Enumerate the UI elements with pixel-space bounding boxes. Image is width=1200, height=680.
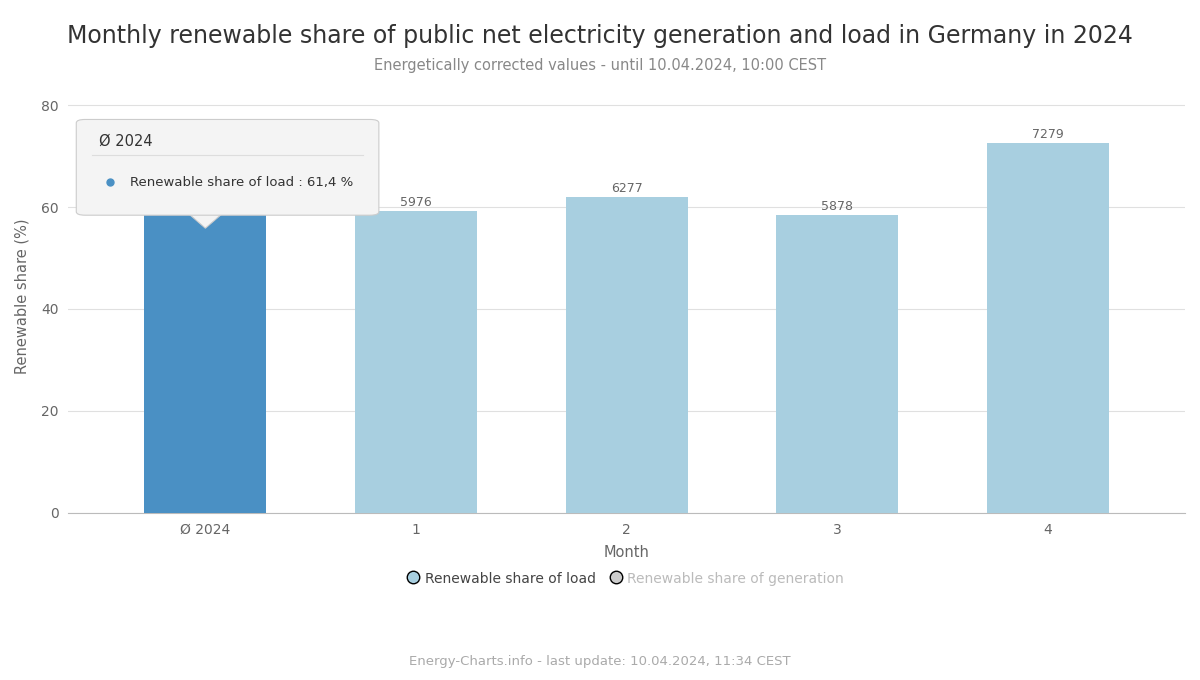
FancyBboxPatch shape	[91, 205, 365, 213]
Bar	[144, 200, 266, 513]
Text: 5878: 5878	[821, 200, 853, 213]
Text: 7279: 7279	[1032, 129, 1064, 141]
FancyBboxPatch shape	[77, 120, 379, 215]
Legend: Renewable share of load, Renewable share of generation: Renewable share of load, Renewable share…	[402, 564, 851, 592]
Text: Ø 2024: Ø 2024	[98, 134, 152, 149]
Text: 6277: 6277	[611, 182, 643, 194]
Bar	[355, 211, 478, 513]
Text: 5976: 5976	[400, 196, 432, 209]
Text: Monthly renewable share of public net electricity generation and load in Germany: Monthly renewable share of public net el…	[67, 24, 1133, 48]
Bar	[565, 197, 688, 513]
Polygon shape	[185, 211, 226, 228]
Bar	[986, 143, 1109, 513]
Text: Energetically corrected values - until 10.04.2024, 10:00 CEST: Energetically corrected values - until 1…	[374, 58, 826, 73]
Y-axis label: Renewable share (%): Renewable share (%)	[14, 218, 30, 374]
X-axis label: Month: Month	[604, 545, 649, 560]
Text: Renewable share of load : 61,4 %: Renewable share of load : 61,4 %	[130, 175, 353, 189]
Text: Energy-Charts.info - last update: 10.04.2024, 11:34 CEST: Energy-Charts.info - last update: 10.04.…	[409, 655, 791, 668]
Bar	[776, 215, 899, 513]
